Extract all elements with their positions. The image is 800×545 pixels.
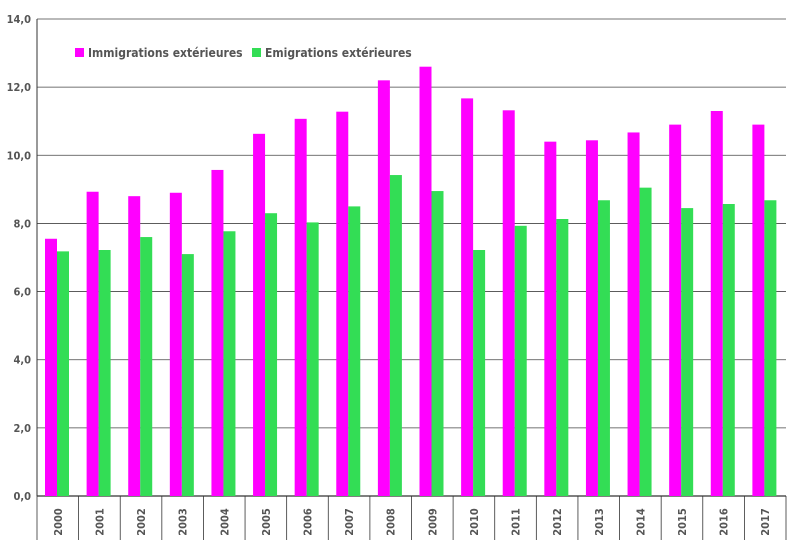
x-tick-label: 2007 bbox=[343, 508, 356, 536]
legend-label: Immigrations extérieures bbox=[88, 46, 243, 60]
bar-immigrations-2006 bbox=[294, 118, 307, 496]
x-tick-label: 2010 bbox=[468, 508, 481, 536]
bar-immigrations-2011 bbox=[502, 110, 515, 496]
bar-emigrations-2004 bbox=[223, 231, 236, 496]
category-separators bbox=[36, 496, 787, 540]
bar-emigrations-2010 bbox=[473, 250, 486, 496]
bar-emigrations-2015 bbox=[681, 208, 694, 496]
bar-immigrations-2016 bbox=[710, 110, 723, 496]
bar-immigrations-2013 bbox=[585, 140, 598, 496]
bar-emigrations-2012 bbox=[556, 218, 569, 497]
x-tick-label: 2013 bbox=[593, 508, 606, 536]
x-tick-label: 2017 bbox=[759, 508, 772, 536]
x-tick-label: 2014 bbox=[634, 508, 647, 536]
y-tick-label: 10,0 bbox=[7, 149, 32, 162]
y-tick-label: 6,0 bbox=[13, 286, 31, 299]
bar-emigrations-2007 bbox=[348, 206, 361, 496]
y-tick-label: 14,0 bbox=[7, 13, 32, 26]
bar-emigrations-2001 bbox=[98, 250, 111, 496]
bar-emigrations-2017 bbox=[764, 200, 777, 496]
bar-immigrations-2001 bbox=[86, 191, 99, 497]
x-tick-label: 2012 bbox=[551, 508, 564, 536]
legend-swatch bbox=[75, 48, 84, 57]
x-tick-label: 2001 bbox=[93, 508, 106, 536]
bar-immigrations-2014 bbox=[627, 132, 640, 496]
bar-emigrations-2000 bbox=[57, 251, 69, 496]
bar-immigrations-2010 bbox=[461, 98, 474, 497]
y-tick-label: 4,0 bbox=[13, 354, 31, 367]
x-tick-label: 2002 bbox=[135, 508, 148, 536]
bar-emigrations-2008 bbox=[389, 175, 402, 496]
bar-immigrations-2005 bbox=[253, 133, 266, 496]
bar-immigrations-2015 bbox=[669, 124, 682, 496]
x-tick-label: 2004 bbox=[218, 508, 231, 536]
x-tick-label: 2006 bbox=[301, 508, 314, 536]
bars bbox=[45, 66, 777, 497]
x-tick-label: 2005 bbox=[260, 508, 273, 536]
x-tick-label: 2011 bbox=[510, 508, 523, 536]
bar-immigrations-2009 bbox=[419, 66, 432, 496]
bar-emigrations-2005 bbox=[265, 213, 278, 496]
bar-immigrations-2004 bbox=[211, 169, 224, 496]
y-tick-label: 2,0 bbox=[13, 422, 31, 435]
x-tick-label: 2015 bbox=[676, 508, 689, 536]
bar-immigrations-2003 bbox=[169, 192, 182, 496]
y-axis-tick-labels: 0,0 2,0 4,0 6,0 8,0 10,0 12,0 14,0 bbox=[7, 13, 32, 503]
bar-emigrations-2002 bbox=[140, 237, 153, 497]
bar-immigrations-2007 bbox=[336, 111, 349, 496]
y-tick-label: 0,0 bbox=[13, 490, 31, 503]
bar-immigrations-2000 bbox=[45, 238, 57, 496]
bar-immigrations-2017 bbox=[752, 124, 765, 496]
x-tick-label: 2003 bbox=[177, 508, 190, 536]
bar-immigrations-2002 bbox=[128, 196, 141, 496]
bar-emigrations-2013 bbox=[597, 200, 610, 496]
x-tick-label: 2009 bbox=[426, 508, 439, 536]
bar-emigrations-2011 bbox=[514, 225, 527, 496]
bar-emigrations-2003 bbox=[181, 254, 194, 496]
x-tick-label: 2000 bbox=[52, 508, 65, 536]
legend-label: Emigrations extérieures bbox=[265, 46, 412, 60]
bar-immigrations-2012 bbox=[544, 141, 557, 496]
legend-swatch bbox=[252, 48, 261, 57]
bar-immigrations-2008 bbox=[377, 80, 390, 496]
bar-emigrations-2009 bbox=[431, 191, 444, 496]
bar-emigrations-2014 bbox=[639, 187, 652, 496]
bar-emigrations-2016 bbox=[722, 204, 735, 496]
x-axis-tick-labels: 2000 2001 2002 2003 2004 2005 2006 2007 2008 2009… bbox=[52, 508, 772, 536]
legend: Immigrations extérieures Emigrations exté… bbox=[75, 46, 412, 60]
y-tick-label: 8,0 bbox=[13, 217, 31, 230]
x-tick-label: 2016 bbox=[718, 508, 731, 536]
x-tick-label: 2008 bbox=[385, 508, 398, 536]
y-tick-label: 12,0 bbox=[7, 81, 32, 94]
bar-emigrations-2006 bbox=[306, 222, 319, 496]
